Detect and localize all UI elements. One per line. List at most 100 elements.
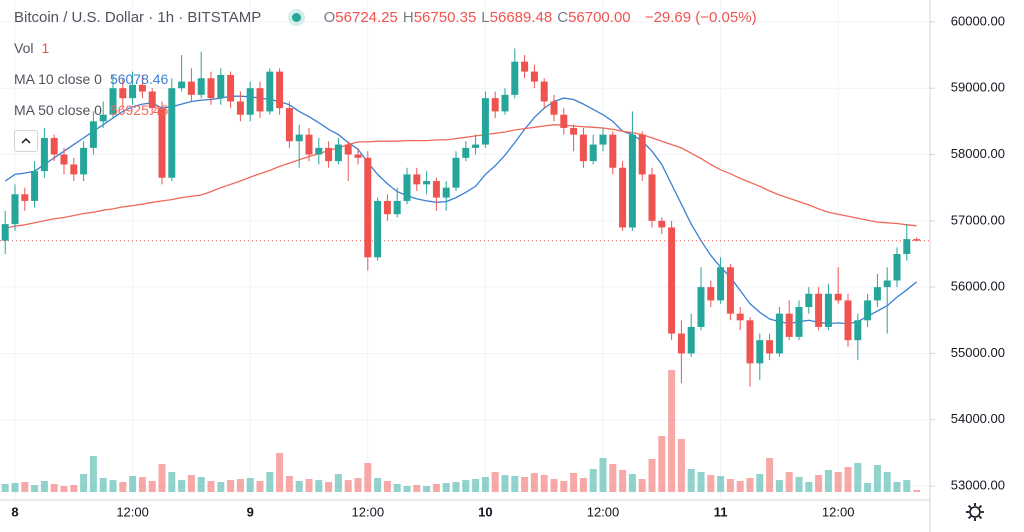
- volume-bar: [413, 485, 421, 492]
- volume-bar: [207, 481, 215, 492]
- volume-bar: [491, 472, 499, 492]
- candle-body: [570, 127, 578, 135]
- candle-body: [913, 239, 921, 241]
- volume-bar: [129, 476, 137, 492]
- gear-teeth[interactable]: [966, 503, 984, 521]
- x-tick-label: 12:00: [587, 504, 620, 519]
- candle-body: [658, 220, 666, 228]
- candle-body: [815, 293, 823, 327]
- volume-bar: [138, 477, 146, 492]
- ohlc-value: 56689.48: [489, 9, 553, 26]
- candle-body: [413, 174, 421, 185]
- candle-body: [158, 108, 166, 178]
- candle-body: [50, 137, 58, 155]
- candle-body: [766, 340, 774, 354]
- volume-bar: [472, 479, 480, 492]
- volume-bar: [570, 473, 578, 492]
- candle-body: [1, 224, 9, 241]
- candle-body: [677, 333, 685, 354]
- volume-bar: [609, 464, 617, 492]
- volume-bar: [668, 370, 676, 492]
- candle-body: [883, 280, 891, 288]
- chevron-line[interactable]: [21, 137, 31, 144]
- volume-bar: [148, 481, 156, 492]
- candle-body: [374, 200, 382, 258]
- x-tick-label: 12:00: [116, 504, 149, 519]
- candle-body: [795, 307, 803, 337]
- volume-bar: [217, 482, 225, 492]
- candle-body: [628, 134, 636, 228]
- candle-body: [432, 181, 440, 198]
- ma-name: MA 10 close 0: [14, 71, 102, 87]
- volume-bar: [844, 467, 852, 492]
- candle-body: [423, 181, 431, 185]
- x-tick-label: 12:00: [352, 504, 385, 519]
- symbol-title[interactable]: Bitcoin / U.S. Dollar · 1h · BITSTAMP: [14, 9, 262, 26]
- candle-body: [903, 239, 911, 254]
- settings-gear[interactable]: [966, 503, 984, 521]
- y-tick-label: 55000.00: [951, 345, 1005, 360]
- candle-body: [462, 147, 470, 158]
- ohlc-key: C: [557, 9, 569, 26]
- ohlc-key: H: [402, 9, 414, 26]
- candle-body: [60, 154, 68, 165]
- ohlc-value: 56700.00: [568, 9, 631, 26]
- y-tick-label: 57000.00: [951, 212, 1005, 227]
- candle-body: [89, 121, 97, 148]
- candle-body: [609, 134, 617, 168]
- volume-bar: [501, 475, 509, 492]
- volume-bar: [834, 472, 842, 492]
- candle-body: [599, 134, 607, 145]
- ma10-legend: MA 10 close 0 56078.46: [14, 71, 173, 87]
- volume-setting: 1: [41, 40, 50, 56]
- volume-bar: [60, 486, 68, 492]
- ma-value: 56925.45: [109, 102, 169, 118]
- candle-body: [40, 137, 48, 172]
- x-tick-label: 8: [11, 504, 18, 519]
- candle-body: [893, 253, 901, 281]
- candle-body: [178, 81, 186, 89]
- candle-body: [452, 157, 460, 188]
- volume-bar: [109, 480, 117, 492]
- volume-bar: [462, 480, 470, 492]
- candle-body: [403, 174, 411, 201]
- volume-bar: [746, 478, 754, 492]
- candle-body: [775, 313, 783, 354]
- y-tick-label: 59000.00: [951, 80, 1005, 95]
- volume-bar: [80, 474, 88, 492]
- volume-bar: [99, 478, 107, 492]
- gear-ring[interactable]: [969, 506, 981, 518]
- volume-bar: [560, 481, 568, 492]
- volume-bar: [805, 482, 813, 492]
- volume-bar: [913, 490, 921, 492]
- candle-body: [540, 81, 548, 102]
- volume-legend: Vol 1: [14, 40, 54, 56]
- x-tick-label: 12:00: [822, 504, 855, 519]
- candle-body: [864, 300, 872, 321]
- volume-bar: [648, 459, 656, 492]
- volume-bar: [89, 456, 97, 492]
- candle-body: [99, 114, 107, 122]
- candle-body: [501, 94, 509, 112]
- moving-average-line: [5, 124, 917, 229]
- candle-body: [491, 98, 499, 112]
- volume-label: Vol: [14, 40, 34, 56]
- volume-bar: [775, 480, 783, 492]
- y-tick-label: 58000.00: [951, 146, 1005, 161]
- market-status-dot: [292, 13, 302, 22]
- volume-bar: [354, 478, 362, 492]
- volume-bar: [31, 485, 39, 492]
- candle-body: [207, 78, 215, 99]
- candle-body: [217, 74, 225, 99]
- candle-body: [579, 134, 587, 162]
- volume-bar: [530, 473, 538, 492]
- volume-bar: [315, 480, 323, 492]
- volume-bar: [374, 478, 382, 492]
- candle-body: [736, 313, 744, 321]
- volume-bar: [197, 477, 205, 492]
- chevron[interactable]: [15, 131, 37, 151]
- x-tick-label: 9: [247, 504, 254, 519]
- collapse-button[interactable]: [14, 130, 38, 152]
- candle-body: [707, 287, 715, 301]
